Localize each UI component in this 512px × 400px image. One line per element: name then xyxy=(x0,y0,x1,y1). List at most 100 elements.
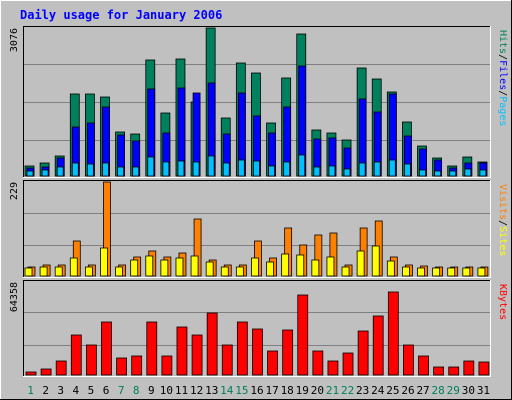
x-tick-label-day-5: 5 xyxy=(88,384,95,397)
x-tick-label-day-30: 30 xyxy=(462,384,475,397)
x-tick-label-day-6: 6 xyxy=(103,384,110,397)
bar-pages-day-14 xyxy=(222,162,230,177)
bar-sites-day-13 xyxy=(205,261,214,277)
bar-pages-day-11 xyxy=(177,160,185,177)
bar-pages-day-21 xyxy=(328,165,336,177)
bar-sites-day-1 xyxy=(24,267,33,277)
bar-sites-day-23 xyxy=(356,250,365,277)
bar-sites-day-29 xyxy=(447,267,456,277)
legend-entry-pages: Pages xyxy=(497,96,508,126)
bar-kbytes-day-11 xyxy=(176,326,188,376)
legend-separator: / xyxy=(497,54,508,60)
bar-sites-day-31 xyxy=(477,267,486,277)
x-tick-label-day-19: 19 xyxy=(296,384,309,397)
bar-kbytes-day-24 xyxy=(372,315,384,376)
x-tick-label-day-17: 17 xyxy=(265,384,278,397)
x-tick-label-day-24: 24 xyxy=(371,384,385,397)
bar-sites-day-14 xyxy=(220,266,229,277)
bar-sites-day-22 xyxy=(341,266,350,277)
x-tick-label-day-11: 11 xyxy=(175,384,188,397)
x-tick-label-day-1: 1 xyxy=(27,384,34,397)
bar-sites-day-17 xyxy=(266,261,274,277)
bar-kbytes-day-10 xyxy=(161,355,173,376)
bar-sites-day-2 xyxy=(39,266,48,277)
bar-pages-day-5 xyxy=(86,163,94,177)
x-tick-label-day-22: 22 xyxy=(341,384,354,397)
bar-kbytes-day-21 xyxy=(327,360,339,376)
bar-pages-day-23 xyxy=(358,162,366,177)
bar-pages-day-20 xyxy=(313,166,321,177)
bar-sites-day-21 xyxy=(326,256,335,277)
legend-entry-files: Files xyxy=(497,60,508,90)
bar-sites-day-3 xyxy=(54,266,63,277)
chart-title: Daily usage for January 2006 xyxy=(20,8,222,22)
bar-kbytes-day-28 xyxy=(433,366,445,376)
y-axis-max-label: 3076 xyxy=(9,28,20,52)
bar-sites-day-16 xyxy=(251,257,259,277)
bar-kbytes-day-23 xyxy=(357,330,369,376)
x-tick-label-day-4: 4 xyxy=(73,384,80,397)
bar-sites-day-10 xyxy=(160,259,169,277)
bar-pages-day-12 xyxy=(192,161,200,177)
bar-kbytes-day-2 xyxy=(40,368,52,376)
x-axis-labels: 1 2 3 4 5 6 7 8 9 10 11 12 13 14 15 16 17 18 19 20 21 22 23 24 2… xyxy=(27,384,490,397)
legend-separator: / xyxy=(497,90,508,96)
bar-kbytes-day-13 xyxy=(206,312,218,376)
bar-pages-day-18 xyxy=(283,161,291,177)
bars xyxy=(24,181,489,277)
bar-sites-day-19 xyxy=(296,254,305,277)
bar-sites-day-9 xyxy=(145,255,154,277)
bar-sites-day-11 xyxy=(175,257,184,277)
bar-pages-day-17 xyxy=(268,165,275,177)
bar-sites-day-24 xyxy=(371,245,380,277)
bar-kbytes-day-22 xyxy=(342,352,354,376)
x-tick-label-day-2: 2 xyxy=(42,384,49,397)
bar-kbytes-day-18 xyxy=(282,329,294,376)
bar-sites-day-7 xyxy=(115,266,123,277)
y-axis-max-label: 64358 xyxy=(9,282,20,312)
legend-separator: / xyxy=(497,220,508,226)
bar-sites-day-15 xyxy=(235,266,244,277)
bar-kbytes-day-27 xyxy=(418,355,429,376)
bar-sites-day-4 xyxy=(69,257,78,277)
x-tick-label-day-21: 21 xyxy=(326,384,339,397)
bar-pages-day-22 xyxy=(343,168,351,177)
bar-pages-day-28 xyxy=(434,170,442,177)
bar-pages-day-29 xyxy=(449,170,457,177)
bar-sites-day-20 xyxy=(311,259,320,277)
bar-kbytes-day-29 xyxy=(448,366,460,376)
bar-pages-day-9 xyxy=(147,156,155,177)
bar-sites-day-8 xyxy=(130,259,139,277)
legend-entry-visits: Visits xyxy=(497,184,508,220)
bar-sites-day-12 xyxy=(190,255,199,277)
bar-sites-day-5 xyxy=(84,266,93,277)
x-tick-label-day-10: 10 xyxy=(160,384,173,397)
bar-sites-day-28 xyxy=(432,267,441,277)
bar-kbytes-day-15 xyxy=(236,321,248,376)
x-tick-label-day-20: 20 xyxy=(311,384,324,397)
y-axis-max-label: 229 xyxy=(9,182,20,200)
x-tick-label-day-14: 14 xyxy=(220,384,234,397)
bar-pages-day-10 xyxy=(162,161,170,177)
bar-kbytes-day-20 xyxy=(312,350,324,376)
legend: KBytes xyxy=(497,284,508,320)
bar-pages-day-16 xyxy=(253,160,260,177)
legend-entry-hits: Hits xyxy=(497,30,508,54)
bar-kbytes-day-9 xyxy=(146,321,158,376)
bars xyxy=(24,27,488,177)
bar-pages-day-8 xyxy=(132,166,140,177)
bar-pages-day-15 xyxy=(237,159,245,177)
bar-sites-day-6 xyxy=(100,247,108,277)
legend: Hits/Files/Pages xyxy=(497,30,508,126)
bar-kbytes-day-3 xyxy=(55,360,67,376)
bar-sites-day-18 xyxy=(281,253,290,277)
x-tick-label-day-28: 28 xyxy=(432,384,445,397)
bar-pages-day-3 xyxy=(56,166,64,177)
bar-sites-day-30 xyxy=(462,267,471,277)
bar-kbytes-day-12 xyxy=(191,334,203,376)
bar-kbytes-day-25 xyxy=(387,291,399,376)
bar-kbytes-day-6 xyxy=(101,321,112,376)
x-tick-label-day-13: 13 xyxy=(205,384,218,397)
